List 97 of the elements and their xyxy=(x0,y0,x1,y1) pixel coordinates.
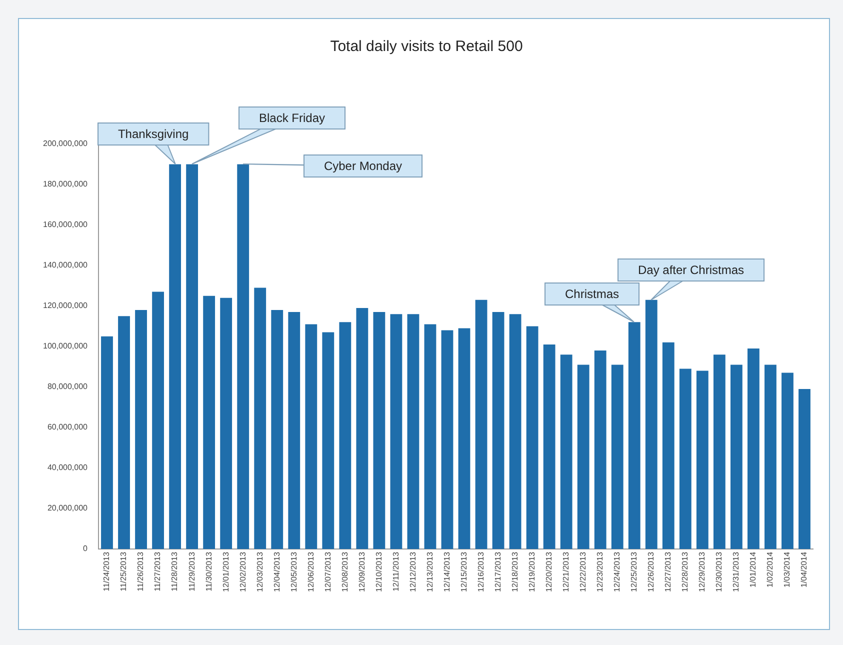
bar xyxy=(441,330,454,549)
x-tick-label: 12/28/2013 xyxy=(680,551,690,592)
annotation: Thanksgiving xyxy=(118,127,188,142)
bar xyxy=(118,316,130,549)
y-tick-label: 140,000,000 xyxy=(42,260,88,270)
bar xyxy=(390,314,402,549)
x-tick-label: 11/29/2013 xyxy=(187,551,196,592)
bar xyxy=(560,354,572,549)
chart-title: Total daily visits to Retail 500 xyxy=(330,38,523,56)
bar xyxy=(458,328,470,549)
bar xyxy=(696,370,708,549)
x-tick-label: 12/08/2013 xyxy=(340,551,350,592)
x-tick-label: 12/19/2013 xyxy=(528,551,536,592)
x-tick-label: 11/28/2013 xyxy=(170,551,180,592)
bar xyxy=(492,312,504,549)
bar xyxy=(611,364,624,549)
x-tick-label: 12/09/2013 xyxy=(357,551,366,592)
bar xyxy=(135,310,147,549)
x-tick-label: 12/10/2013 xyxy=(374,551,384,592)
x-tick-label: 11/30/2013 xyxy=(204,551,214,592)
bar xyxy=(526,326,538,549)
x-tick-label: 12/01/2013 xyxy=(221,551,230,592)
bar xyxy=(152,292,164,549)
y-tick-label: 0 xyxy=(83,544,88,554)
bar xyxy=(186,164,198,549)
x-tick-label: 12/22/2013 xyxy=(578,551,588,592)
bar xyxy=(509,314,522,549)
bar xyxy=(203,296,216,549)
y-tick-label: 20,000,000 xyxy=(47,504,88,513)
bar xyxy=(407,314,420,549)
x-tick-label: 1/02/2014 xyxy=(766,551,775,588)
y-tick-label: 60,000,000 xyxy=(47,422,88,432)
y-tick-label: 180,000,000 xyxy=(42,180,88,189)
bar xyxy=(577,364,590,549)
x-tick-label: 12/02/2013 xyxy=(238,551,248,592)
x-tick-label: 12/14/2013 xyxy=(442,551,452,592)
bar xyxy=(662,342,674,549)
y-tick-label: 120,000,000 xyxy=(42,301,88,310)
x-tick-label: 12/13/2013 xyxy=(425,551,434,592)
x-tick-label: 12/23/2013 xyxy=(596,551,605,592)
bar xyxy=(798,389,810,549)
y-tick-label: 160,000,000 xyxy=(42,220,88,230)
bar xyxy=(271,310,284,549)
annotation: Black Friday xyxy=(259,111,326,126)
x-tick-label: 12/29/2013 xyxy=(698,551,707,592)
bar xyxy=(339,322,352,549)
bar xyxy=(730,364,742,549)
x-tick-label: 12/17/2013 xyxy=(493,551,502,592)
bar xyxy=(322,332,334,549)
x-tick-label: 12/26/2013 xyxy=(646,551,656,592)
bar xyxy=(782,372,794,549)
x-tick-label: 11/25/2013 xyxy=(119,551,128,592)
x-tick-label: 12/31/2013 xyxy=(732,551,741,592)
bar xyxy=(305,324,318,549)
x-tick-label: 12/21/2013 xyxy=(562,551,571,592)
y-tick-label: 40,000,000 xyxy=(47,463,88,472)
annotation: Christmas xyxy=(565,287,620,302)
bar xyxy=(748,348,760,549)
bar xyxy=(679,368,692,549)
bar xyxy=(475,300,488,549)
x-tick-label: 1/01/2014 xyxy=(748,551,758,588)
x-tick-label: 12/24/2013 xyxy=(612,551,622,592)
x-tick-label: 11/24/2013 xyxy=(102,551,112,592)
x-tick-label: 1/03/2014 xyxy=(782,551,792,588)
y-tick-label: 100,000,000 xyxy=(42,342,88,351)
x-tick-label: 12/27/2013 xyxy=(664,551,673,592)
x-tick-label: 12/07/2013 xyxy=(323,551,332,592)
x-tick-label: 12/06/2013 xyxy=(306,551,316,592)
x-tick-label: 12/25/2013 xyxy=(630,551,639,592)
x-tick-label: 12/04/2013 xyxy=(272,551,282,592)
bar xyxy=(288,312,300,549)
x-tick-label: 12/03/2013 xyxy=(255,551,264,592)
bar xyxy=(373,312,386,549)
annotation: Day after Christmas xyxy=(638,262,744,277)
x-tick-label: 1/04/2014 xyxy=(800,551,809,588)
bar xyxy=(101,336,113,549)
bar xyxy=(764,364,776,549)
y-tick-label: 200,000,000 xyxy=(42,139,88,148)
bar xyxy=(543,344,556,549)
x-tick-label: 11/26/2013 xyxy=(136,551,146,592)
x-tick-label: 12/20/2013 xyxy=(544,551,554,592)
bar xyxy=(237,164,250,549)
bar xyxy=(220,298,232,549)
bar xyxy=(424,324,436,549)
bar xyxy=(254,288,266,549)
x-tick-label: 11/27/2013 xyxy=(153,551,162,592)
bar xyxy=(356,308,368,549)
x-tick-label: 12/15/2013 xyxy=(459,551,468,592)
x-tick-label: 12/30/2013 xyxy=(714,551,724,592)
bar xyxy=(713,354,726,549)
x-tick-label: 12/11/2013 xyxy=(391,551,400,592)
bar xyxy=(594,350,606,549)
x-tick-label: 12/16/2013 xyxy=(476,551,486,592)
x-tick-label: 12/12/2013 xyxy=(408,551,418,592)
x-tick-label: 12/05/2013 xyxy=(289,551,298,592)
x-tick-label: 12/18/2013 xyxy=(510,551,520,592)
y-tick-label: 80,000,000 xyxy=(47,382,88,392)
